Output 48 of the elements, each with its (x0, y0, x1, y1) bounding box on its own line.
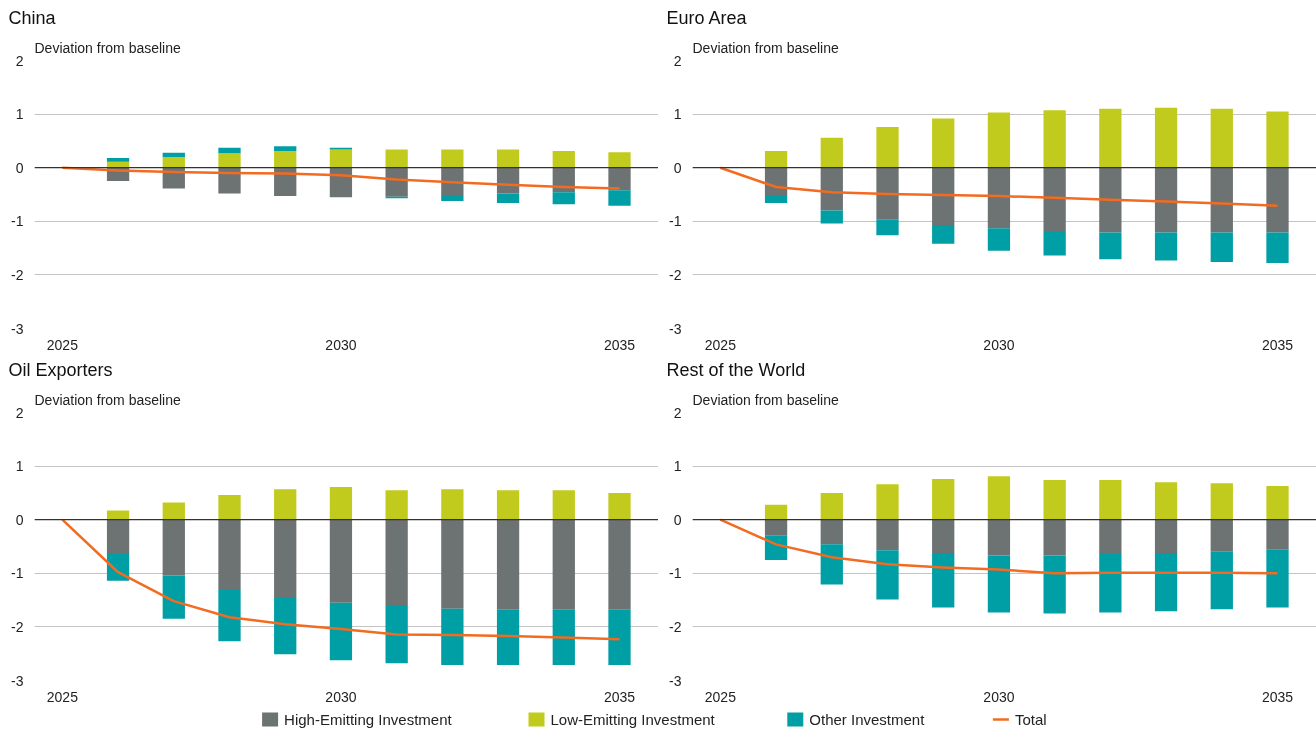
y-tick-label: 1 (15, 106, 24, 123)
x-tick-label: 2030 (983, 336, 1015, 353)
x-tick-label: 2025 (704, 336, 737, 353)
y-tick-label: -3 (669, 320, 682, 337)
y-tick-label: -2 (11, 266, 24, 283)
y-axis-title: Deviation from baseline (34, 39, 182, 56)
chart-title: China (8, 7, 57, 28)
x-tick-label: 2030 (983, 688, 1015, 705)
y-axis-title: Deviation from baseline (692, 39, 840, 56)
x-tick-label: 2035 (603, 688, 636, 705)
x-tick-label: 2035 (1261, 336, 1294, 353)
y-axis-title: Deviation from baseline (34, 391, 182, 408)
legend-label: Other Investment (809, 711, 926, 728)
y-tick-label: 2 (15, 404, 24, 421)
chart-title: Oil Exporters (8, 359, 113, 380)
y-tick-label: 1 (15, 458, 24, 475)
legend-label: Total (1014, 711, 1047, 728)
y-tick-label: 2 (673, 404, 682, 421)
y-tick-label: 1 (673, 458, 682, 475)
y-tick-label: 0 (673, 159, 682, 176)
legend-label: High-Emitting Investment (284, 711, 453, 728)
y-tick-label: -1 (11, 565, 24, 582)
chart-title: Euro Area (666, 7, 748, 28)
x-tick-label: 2030 (325, 688, 357, 705)
x-tick-label: 2025 (46, 336, 79, 353)
y-tick-label: 2 (673, 52, 682, 69)
x-tick-label: 2035 (1261, 688, 1294, 705)
y-tick-label: 2 (15, 52, 24, 69)
y-tick-label: -2 (11, 618, 24, 635)
x-tick-label: 2035 (603, 336, 636, 353)
y-tick-label: -3 (11, 672, 24, 689)
y-axis-title: Deviation from baseline (692, 391, 840, 408)
y-tick-label: -1 (669, 565, 682, 582)
y-tick-label: -2 (669, 266, 682, 283)
y-tick-label: -2 (669, 618, 682, 635)
y-tick-label: -3 (669, 672, 682, 689)
y-tick-label: 0 (673, 511, 682, 528)
y-tick-label: -1 (11, 213, 24, 230)
y-tick-label: -1 (669, 213, 682, 230)
chart-title: Rest of the World (666, 359, 806, 380)
x-tick-label: 2025 (704, 688, 737, 705)
x-tick-label: 2025 (46, 688, 79, 705)
x-tick-label: 2030 (325, 336, 357, 353)
y-tick-label: 1 (673, 106, 682, 123)
y-tick-label: 0 (15, 159, 24, 176)
y-tick-label: 0 (15, 511, 24, 528)
y-tick-label: -3 (11, 320, 24, 337)
legend-label: Low-Emitting Investment (550, 711, 716, 728)
